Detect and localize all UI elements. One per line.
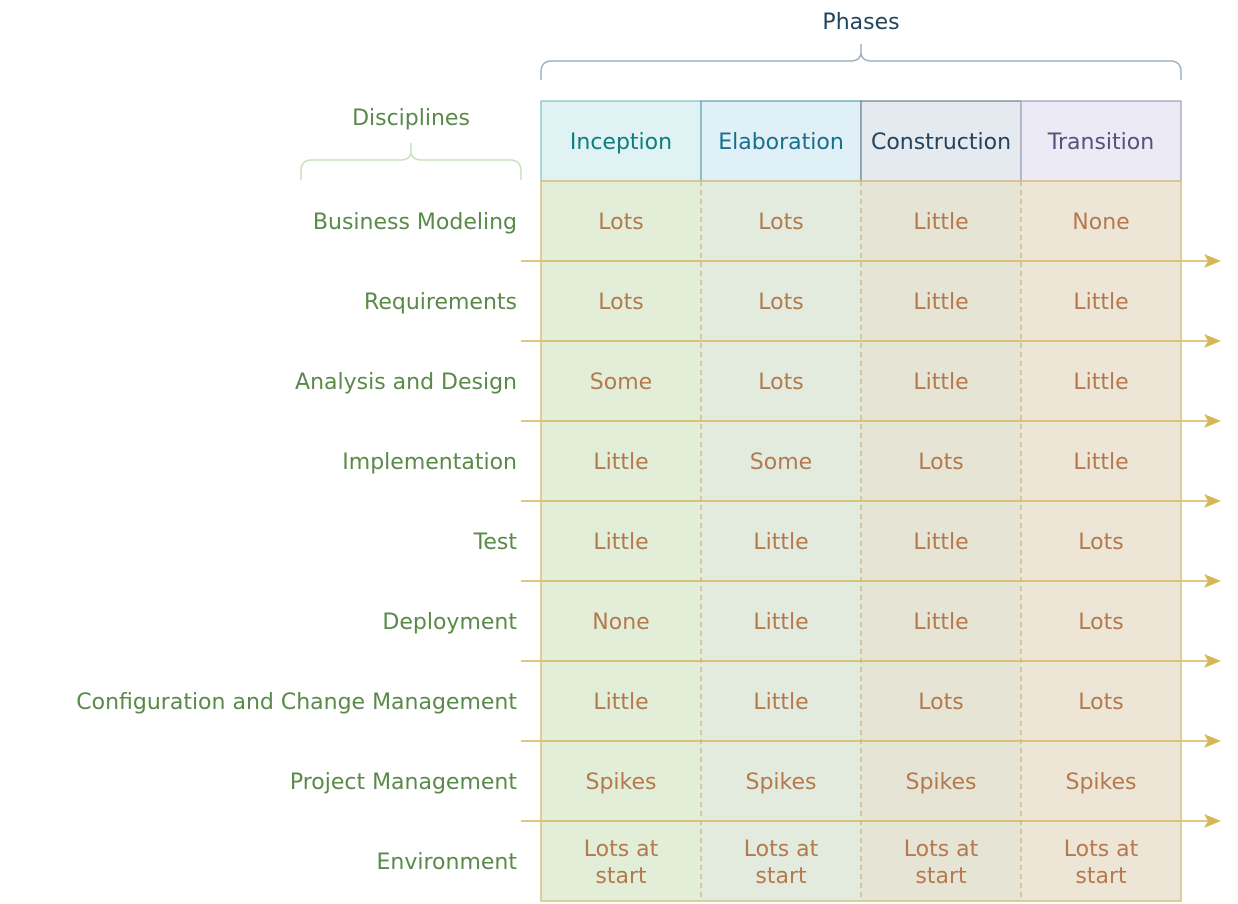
column-bg-transition — [1021, 181, 1181, 901]
level-cell: Lots — [1078, 530, 1123, 555]
level-cell: Lots — [598, 290, 643, 315]
arrowhead — [1204, 574, 1221, 588]
discipline-label: Deployment — [382, 610, 517, 635]
level-cell: Lots — [918, 690, 963, 715]
phase-header-transition — [1020, 100, 1182, 182]
disciplines-brace — [300, 143, 522, 180]
level-cell: Spikes — [906, 770, 977, 795]
phase-header-label: Elaboration — [718, 130, 844, 155]
grid-outline — [540, 180, 1182, 902]
level-cell: Lots at start — [904, 837, 979, 889]
level-cell: Spikes — [746, 770, 817, 795]
phases-label: Phases — [822, 10, 899, 35]
level-cell: Little — [593, 530, 648, 555]
phase-header-elaboration — [700, 100, 862, 182]
level-cell: Lots — [758, 290, 803, 315]
phase-header-label: Transition — [1047, 130, 1154, 155]
level-cell: Little — [913, 210, 968, 235]
level-cell: Some — [750, 450, 812, 475]
level-cell: Lots — [1078, 610, 1123, 635]
arrowhead — [1204, 734, 1221, 748]
phase-header-label: Inception — [570, 130, 672, 155]
level-cell: Some — [590, 370, 652, 395]
disciplines-label: Disciplines — [352, 106, 470, 131]
level-cell: Little — [913, 290, 968, 315]
discipline-label: Implementation — [342, 450, 517, 475]
arrowhead — [1204, 654, 1221, 668]
level-cell: Lots at start — [744, 837, 819, 889]
level-cell: Little — [753, 610, 808, 635]
level-cell: Lots — [598, 210, 643, 235]
level-cell: Spikes — [1066, 770, 1137, 795]
level-cell: Little — [913, 530, 968, 555]
arrowhead — [1204, 494, 1221, 508]
arrowhead — [1204, 254, 1221, 268]
level-cell: Little — [753, 530, 808, 555]
arrowhead — [1204, 414, 1221, 428]
level-cell: Little — [913, 370, 968, 395]
phase-header-inception — [540, 100, 702, 182]
column-bg-elaboration — [701, 181, 861, 901]
discipline-label: Business Modeling — [313, 210, 517, 235]
level-cell: Spikes — [586, 770, 657, 795]
column-bg-construction — [861, 181, 1021, 901]
arrowhead — [1204, 334, 1221, 348]
discipline-label: Environment — [377, 850, 518, 875]
arrowhead — [1204, 814, 1221, 828]
discipline-label: Test — [473, 530, 518, 555]
level-cell: Little — [1073, 450, 1128, 475]
discipline-label: Analysis and Design — [295, 370, 517, 395]
level-cell: Lots — [758, 370, 803, 395]
level-cell: Lots — [1078, 690, 1123, 715]
level-cell: Lots at start — [1064, 837, 1139, 889]
discipline-label: Configuration and Change Management — [76, 690, 517, 715]
level-cell: Little — [753, 690, 808, 715]
level-cell: Little — [593, 690, 648, 715]
phase-header-construction — [860, 100, 1022, 182]
level-cell: Lots — [918, 450, 963, 475]
discipline-label: Project Management — [290, 770, 518, 795]
level-cell: Little — [593, 450, 648, 475]
phases-brace — [540, 44, 1182, 80]
discipline-label: Requirements — [364, 290, 517, 315]
column-bg-inception — [541, 181, 701, 901]
level-cell: Lots — [758, 210, 803, 235]
level-cell: None — [592, 610, 649, 635]
level-cell: Little — [913, 610, 968, 635]
level-cell: None — [1072, 210, 1129, 235]
phase-header-label: Construction — [871, 130, 1011, 155]
level-cell: Little — [1073, 370, 1128, 395]
level-cell: Lots at start — [584, 837, 659, 889]
level-cell: Little — [1073, 290, 1128, 315]
